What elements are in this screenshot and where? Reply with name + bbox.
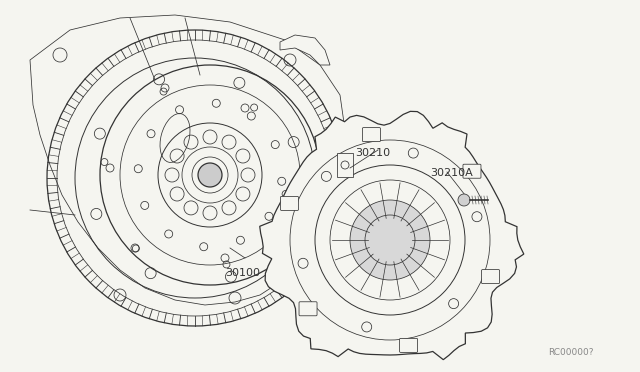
FancyBboxPatch shape <box>463 164 481 178</box>
Polygon shape <box>260 111 524 360</box>
FancyBboxPatch shape <box>299 302 317 316</box>
Circle shape <box>458 194 470 206</box>
FancyBboxPatch shape <box>362 128 380 142</box>
Polygon shape <box>30 15 345 305</box>
Polygon shape <box>280 35 330 65</box>
Circle shape <box>198 163 222 187</box>
Text: 30210: 30210 <box>355 148 390 158</box>
Text: 30100: 30100 <box>225 268 260 278</box>
Text: 30210A: 30210A <box>430 168 473 178</box>
FancyBboxPatch shape <box>481 270 500 283</box>
FancyBboxPatch shape <box>280 196 298 211</box>
FancyBboxPatch shape <box>399 339 417 352</box>
Circle shape <box>350 200 430 280</box>
Text: RC00000?: RC00000? <box>548 348 593 357</box>
Polygon shape <box>337 153 353 177</box>
